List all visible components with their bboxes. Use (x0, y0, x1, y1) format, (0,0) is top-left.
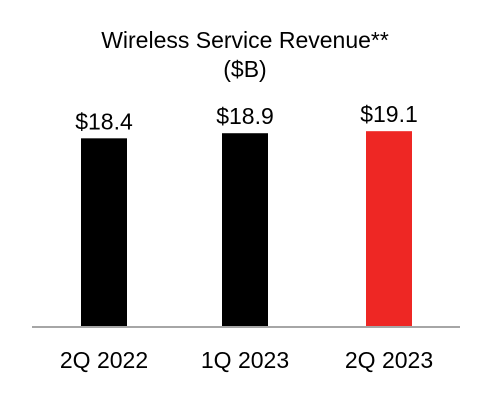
bar-2 (222, 133, 268, 326)
data-label-2: $18.9 (216, 103, 274, 129)
chart-subtitle: ($B) (223, 56, 267, 82)
x-tick-label-1: 2Q 2022 (60, 347, 148, 373)
data-label-3: $19.1 (360, 101, 418, 127)
chart-title-block: Wireless Service Revenue** ($B) (0, 26, 490, 84)
chart-title: Wireless Service Revenue** (101, 27, 389, 53)
x-tick-label-2: 1Q 2023 (201, 347, 289, 373)
bar-3 (366, 131, 412, 326)
bar-1 (81, 138, 127, 326)
data-label-1: $18.4 (75, 108, 133, 134)
x-tick-label-3: 2Q 2023 (345, 347, 433, 373)
